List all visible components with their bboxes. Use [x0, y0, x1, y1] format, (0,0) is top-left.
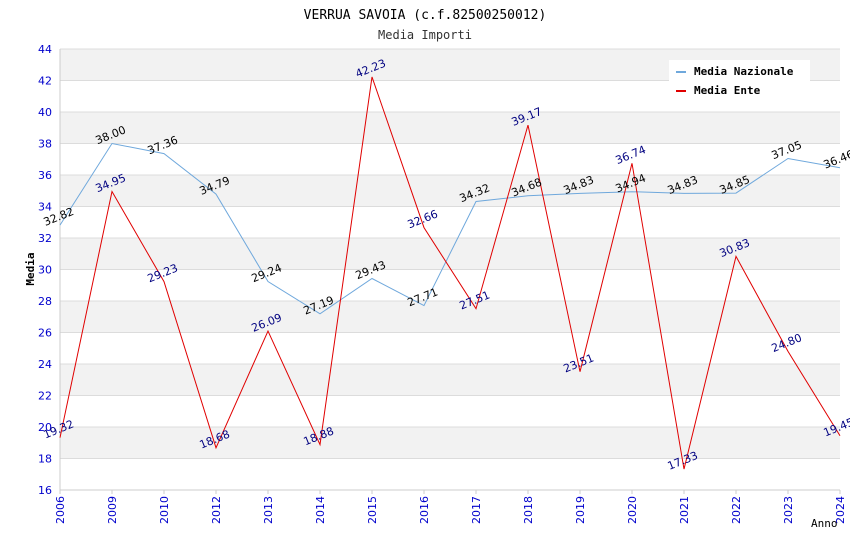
x-tick-label: 2015 — [366, 496, 379, 524]
y-tick-label: 36 — [38, 169, 52, 182]
data-label: 36.74 — [614, 143, 648, 167]
y-tick-label: 26 — [38, 327, 52, 340]
x-tick-label: 2020 — [626, 496, 639, 524]
chart-title: VERRUA SAVOIA (c.f.82500250012) — [304, 8, 547, 23]
data-label: 36.46 — [822, 148, 850, 172]
y-tick-label: 28 — [38, 295, 52, 308]
y-tick-label: 18 — [38, 453, 52, 466]
y-tick-label: 24 — [38, 358, 52, 371]
y-tick-labels: 16 18 20 22 24 26 28 30 32 34 36 38 40 42 44 — [38, 43, 52, 497]
x-tick-label: 2009 — [106, 496, 119, 524]
series-line-media-ente — [59, 76, 841, 470]
x-tick-label: 2021 — [678, 496, 691, 524]
x-tick-label: 2016 — [418, 496, 431, 524]
grid-band — [60, 364, 840, 396]
legend-label-media-nazionale: Media Nazionale — [694, 65, 794, 78]
x-tick-label: 2010 — [158, 496, 171, 524]
chart-subtitle: Media Importi — [378, 28, 472, 42]
x-tick-label: 2006 — [54, 496, 67, 524]
data-label: 32.66 — [406, 207, 440, 231]
legend-label-media-ente: Media Ente — [694, 84, 761, 97]
axes — [59, 49, 841, 494]
grid-bands — [60, 49, 840, 459]
x-tick-label: 2024 — [834, 496, 847, 524]
y-tick-label: 30 — [38, 264, 52, 277]
series-line-media-nazionale — [59, 142, 841, 315]
x-tick-labels: 2006 2009 2010 2012 2013 2014 2015 2016 2017 2018… — [54, 496, 847, 524]
x-tick-label: 2013 — [262, 496, 275, 524]
y-tick-label: 16 — [38, 484, 52, 497]
grid-band — [60, 427, 840, 459]
y-tick-label: 38 — [38, 138, 52, 151]
legend-box — [669, 60, 810, 102]
y-tick-label: 20 — [38, 421, 52, 434]
y-tick-label: 44 — [38, 43, 52, 56]
grid-band — [60, 301, 840, 333]
x-tick-label: 2019 — [574, 496, 587, 524]
y-tick-label: 40 — [38, 106, 52, 119]
x-tick-label: 2022 — [730, 496, 743, 524]
x-axis-label: Anno — [811, 517, 838, 530]
y-tick-label: 42 — [38, 75, 52, 88]
x-tick-label: 2012 — [210, 496, 223, 524]
data-label: 24.80 — [770, 331, 804, 355]
x-tick-label: 2014 — [314, 496, 327, 524]
x-tick-label: 2018 — [522, 496, 535, 524]
legend: Media Nazionale Media Ente — [669, 60, 810, 102]
y-tick-label: 32 — [38, 232, 52, 245]
y-axis-label: Media — [24, 252, 37, 285]
x-tick-label: 2017 — [470, 496, 483, 524]
grid-band — [60, 112, 840, 144]
y-tick-label: 34 — [38, 201, 52, 214]
y-tick-label: 22 — [38, 390, 52, 403]
series-lines — [59, 76, 841, 470]
grid-band — [60, 175, 840, 207]
x-tick-label: 2023 — [782, 496, 795, 524]
